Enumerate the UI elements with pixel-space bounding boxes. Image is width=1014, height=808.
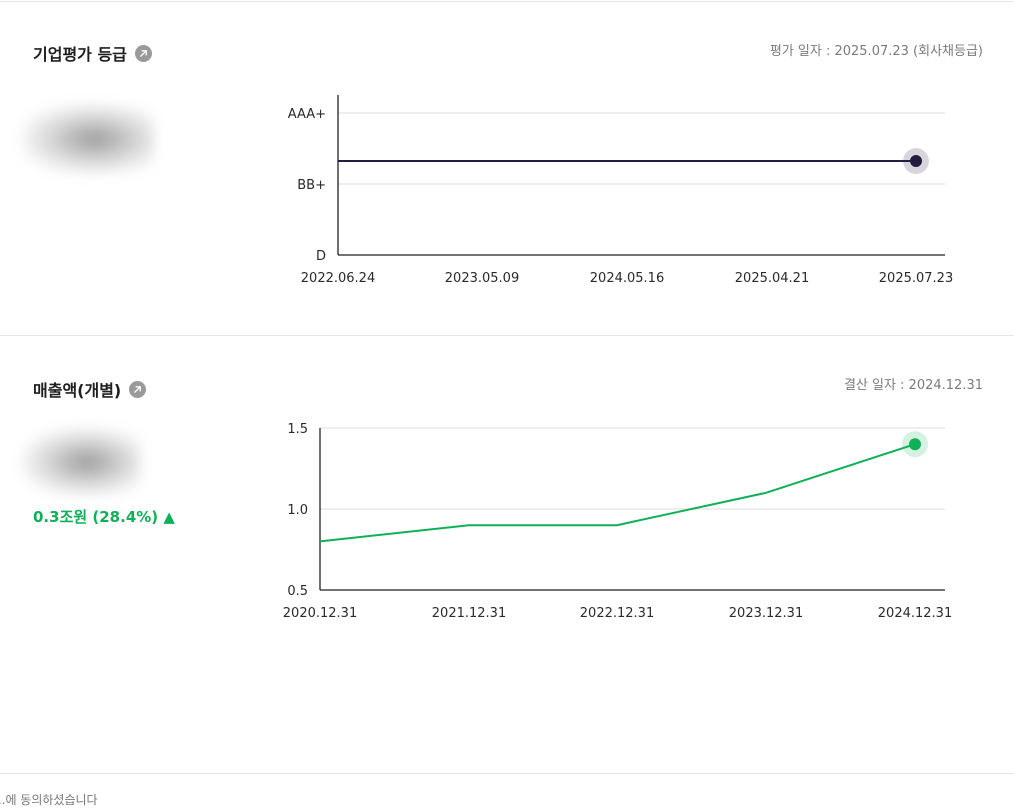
y-tick-label: BB+ xyxy=(297,178,326,193)
top-divider xyxy=(0,1,1014,2)
x-tick-label: 2025.07.23 xyxy=(879,271,953,286)
y-tick-label: 1.0 xyxy=(287,503,308,518)
x-tick-label: 2024.05.16 xyxy=(590,271,664,286)
footer-text: ...에 동의하셨습니다 xyxy=(0,793,98,807)
credit-rating-title-text: 기업평가 등급 xyxy=(33,45,127,64)
y-tick-label: 0.5 xyxy=(287,584,308,599)
sales-change: 0.3조원 (28.4%) ▲ xyxy=(33,508,175,526)
blurred-sales-value xyxy=(22,428,140,496)
x-tick-label: 2025.04.21 xyxy=(735,271,809,286)
x-tick-label: 2024.12.31 xyxy=(878,606,952,621)
external-link-icon[interactable] xyxy=(129,380,147,398)
external-link-icon[interactable] xyxy=(134,44,152,62)
sales-title-text: 매출액(개별) xyxy=(33,381,122,400)
data-point xyxy=(910,155,922,167)
section-divider xyxy=(0,335,1014,336)
sales-title: 매출액(개별) xyxy=(33,377,147,401)
x-tick-label: 2023.12.31 xyxy=(729,606,803,621)
x-tick-label: 2021.12.31 xyxy=(432,606,506,621)
data-point xyxy=(909,438,921,451)
x-tick-label: 2023.05.09 xyxy=(445,271,519,286)
bottom-divider xyxy=(0,773,1014,774)
y-tick-label: D xyxy=(316,249,326,264)
x-tick-label: 2022.06.24 xyxy=(301,271,375,286)
x-tick-label: 2022.12.31 xyxy=(580,606,654,621)
y-tick-label: 1.5 xyxy=(287,422,308,437)
series-line xyxy=(319,443,916,543)
y-tick-label: AAA+ xyxy=(288,107,326,122)
credit-rating-title: 기업평가 등급 xyxy=(33,41,152,65)
sales-date: 결산 일자 : 2024.12.31 xyxy=(843,378,983,393)
credit-rating-date: 평가 일자 : 2025.07.23 (회사채등급) xyxy=(769,44,983,59)
x-tick-label: 2020.12.31 xyxy=(283,606,357,621)
blurred-credit-rating-value xyxy=(22,104,154,174)
